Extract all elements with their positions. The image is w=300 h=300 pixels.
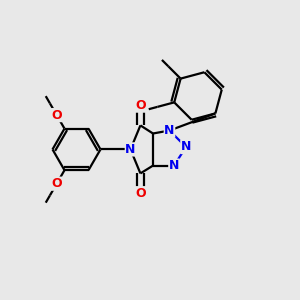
Text: O: O <box>135 99 146 112</box>
Text: O: O <box>51 177 62 190</box>
Text: N: N <box>181 140 191 154</box>
Text: N: N <box>125 143 136 156</box>
Text: N: N <box>164 124 175 137</box>
Text: O: O <box>135 187 146 200</box>
Text: N: N <box>169 159 179 172</box>
Text: O: O <box>51 109 62 122</box>
